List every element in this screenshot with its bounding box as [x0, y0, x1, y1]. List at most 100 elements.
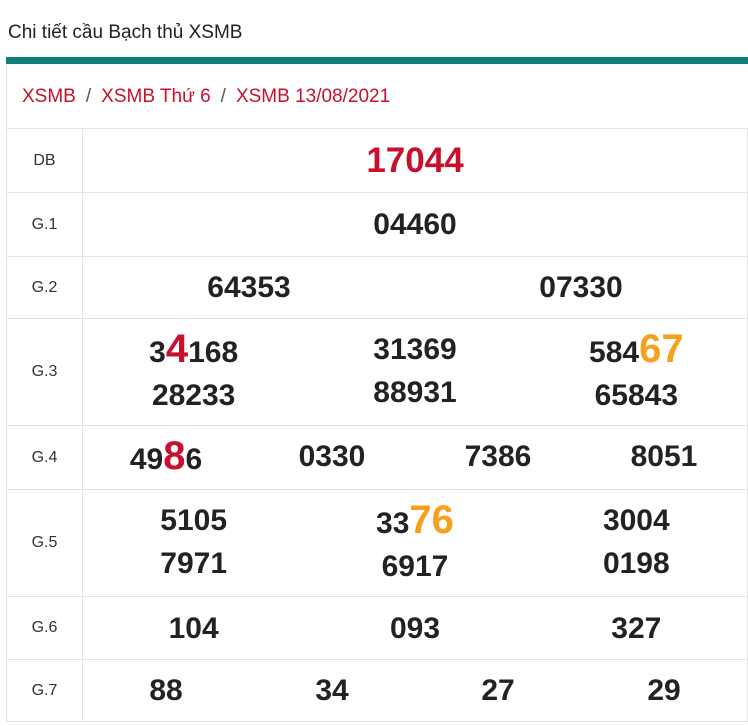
- prize-numbers: 04460: [82, 192, 748, 257]
- number-grid: 17044: [83, 139, 747, 182]
- lottery-number: 17044: [366, 141, 464, 180]
- number-column: 31369 88931: [304, 328, 525, 417]
- prize-numbers: 34168 28233 31369 88931 58467 65843: [82, 318, 748, 426]
- prize-row: G.6 104 093 327: [6, 596, 748, 660]
- breadcrumb-link[interactable]: XSMB 13/08/2021: [235, 86, 391, 107]
- lottery-number: 104: [168, 611, 219, 645]
- lottery-number: 65843: [594, 378, 679, 412]
- lottery-number: 88: [149, 674, 183, 707]
- lottery-number: 34: [315, 674, 349, 707]
- title-bar: [6, 57, 748, 64]
- prize-label: G.1: [6, 192, 83, 257]
- number-grid: 104 093 327: [83, 607, 747, 650]
- number-line: 104: [83, 607, 304, 650]
- lottery-number: 3004: [602, 503, 670, 537]
- lottery-number: 7971: [160, 546, 228, 580]
- number-part: 3: [149, 335, 166, 369]
- number-line: 27: [415, 669, 581, 712]
- lottery-number: 327: [611, 611, 662, 645]
- prize-row: G.5 5105 7971 3376 6917 3004 0198: [6, 489, 748, 597]
- number-line: 7386: [415, 435, 581, 478]
- number-column: 64353: [83, 266, 415, 309]
- number-line: 6917: [304, 545, 525, 588]
- number-line: 5105: [83, 499, 304, 542]
- number-line: 65843: [526, 374, 747, 417]
- lottery-number: 64353: [207, 271, 291, 304]
- prize-label: G.7: [6, 659, 83, 722]
- number-line: 58467: [526, 326, 747, 374]
- number-part: 584: [589, 335, 640, 369]
- prize-row: DB 17044: [6, 128, 748, 193]
- number-line: 7971: [83, 542, 304, 585]
- lottery-number: 28233: [151, 378, 236, 412]
- number-line: 0330: [249, 435, 415, 478]
- prize-numbers: 104 093 327: [82, 596, 748, 660]
- number-column: 0330: [249, 435, 415, 481]
- number-line: 34: [249, 669, 415, 712]
- number-line: 17044: [83, 139, 747, 182]
- lottery-number: 0330: [298, 439, 366, 473]
- lottery-number: 29: [647, 674, 681, 707]
- prize-numbers: 4986 0330 7386 8051: [82, 425, 748, 490]
- number-column: 04460: [83, 203, 747, 246]
- prize-label: G.5: [6, 489, 83, 597]
- number-column: 07330: [415, 266, 747, 309]
- number-line: 3376: [304, 497, 525, 545]
- lottery-number: 0198: [602, 546, 670, 580]
- number-line: 34168: [83, 327, 304, 374]
- lottery-number: 31369: [373, 332, 457, 366]
- prize-label: G.2: [6, 256, 83, 319]
- number-line: 093: [304, 607, 525, 650]
- number-grid: 04460: [83, 203, 747, 246]
- prize-numbers: 17044: [82, 128, 748, 193]
- number-column: 5105 7971: [83, 499, 304, 588]
- number-grid: 88 34 27 29: [83, 669, 747, 712]
- prize-label: DB: [6, 128, 83, 193]
- number-grid: 4986 0330 7386 8051: [83, 433, 747, 481]
- breadcrumb: XSMB / XSMB Thứ 6 / XSMB 13/08/2021: [6, 64, 748, 128]
- number-column: 27: [415, 669, 581, 712]
- prize-numbers: 88 34 27 29: [82, 659, 748, 722]
- number-line: 8051: [581, 435, 747, 478]
- number-column: 327: [526, 607, 747, 650]
- number-line: 04460: [83, 203, 747, 246]
- highlighted-digits: 8: [163, 433, 186, 478]
- lottery-number: 8051: [630, 439, 698, 473]
- number-column: 34168 28233: [83, 327, 304, 417]
- number-column: 3376 6917: [304, 497, 525, 588]
- number-part: 49: [129, 442, 164, 476]
- number-line: 29: [581, 669, 747, 712]
- lottery-number: 5105: [160, 503, 228, 537]
- breadcrumb-link[interactable]: XSMB Thứ 6: [101, 86, 211, 107]
- lottery-number: 04460: [373, 208, 457, 241]
- prize-row: G.1 04460: [6, 192, 748, 257]
- highlighted-digits: 76: [409, 497, 454, 542]
- breadcrumb-link[interactable]: XSMB: [22, 86, 76, 107]
- prize-row: G.2 64353 07330: [6, 256, 748, 319]
- prize-label: G.6: [6, 596, 83, 660]
- number-line: 07330: [415, 266, 747, 309]
- number-column: 7386: [415, 435, 581, 481]
- prize-numbers: 64353 07330: [82, 256, 748, 319]
- highlighted-digits: 67: [639, 326, 684, 371]
- number-line: 28233: [83, 374, 304, 417]
- lottery-number: 27: [481, 674, 515, 707]
- results-table: DB 17044 G.1 04460 G.2 64353 07330 G.3 34168 2823…: [6, 128, 748, 722]
- lottery-number: 7386: [464, 439, 532, 473]
- prize-numbers: 5105 7971 3376 6917 3004 0198: [82, 489, 748, 597]
- lottery-number: 093: [389, 611, 441, 645]
- lottery-number: 6917: [381, 549, 449, 583]
- number-line: 64353: [83, 266, 415, 309]
- number-grid: 64353 07330: [83, 266, 747, 309]
- number-column: 8051: [581, 435, 747, 481]
- lottery-number: 07330: [539, 271, 623, 304]
- number-line: 31369: [304, 328, 525, 371]
- number-part: 33: [376, 506, 410, 540]
- breadcrumb-separator: /: [220, 86, 226, 107]
- prize-label: G.4: [6, 425, 83, 490]
- number-grid: 34168 28233 31369 88931 58467 65843: [83, 326, 747, 417]
- prize-row: G.7 88 34 27 29: [6, 659, 748, 722]
- number-column: 58467 65843: [526, 326, 747, 417]
- number-column: 104: [83, 607, 304, 650]
